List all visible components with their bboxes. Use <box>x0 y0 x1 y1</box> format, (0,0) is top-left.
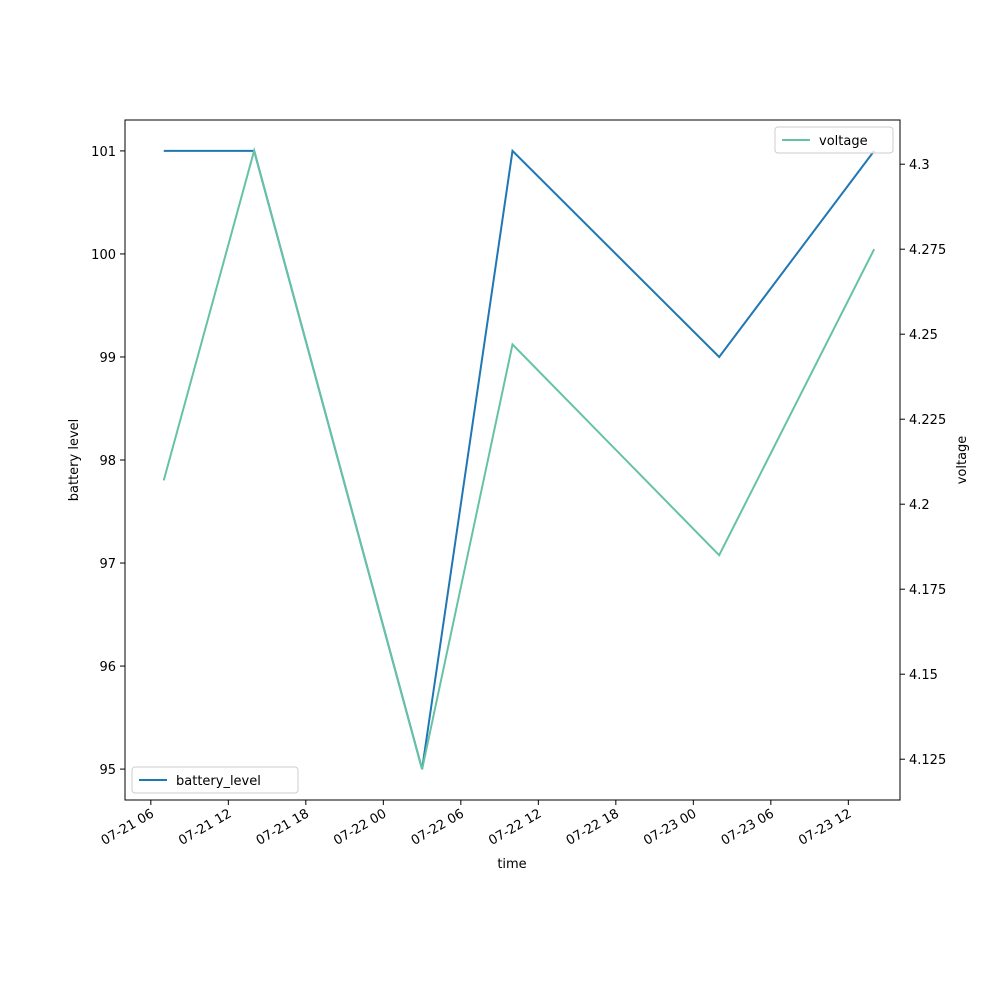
x-tick-label: 07-21 12 <box>176 806 234 848</box>
y-tick-label: 97 <box>99 557 116 572</box>
x-tick-label: 07-22 18 <box>564 806 622 848</box>
y2-tick-label: 4.3 <box>909 158 930 173</box>
y-tick-label: 98 <box>99 454 116 469</box>
y-tick-label: 95 <box>99 763 116 778</box>
y2-axis-label: voltage <box>955 436 970 485</box>
x-tick-label: 07-22 00 <box>331 806 389 848</box>
data-line <box>163 148 875 770</box>
legend-box <box>774 126 894 154</box>
legend: battery_level <box>131 766 299 794</box>
y-tick-label: 101 <box>91 145 116 160</box>
x-tick-label: 07-21 18 <box>254 806 312 848</box>
y-tick-label: 100 <box>91 248 116 263</box>
plot-frame <box>124 119 901 801</box>
x-tick-label: 07-21 06 <box>99 806 157 848</box>
x-tick-label: 07-22 12 <box>486 806 544 848</box>
legend: voltage <box>774 126 894 154</box>
legend-box <box>131 766 299 794</box>
x-axis-label: time <box>497 857 526 872</box>
y2-tick-label: 4.225 <box>909 413 946 428</box>
y-tick-label: 96 <box>99 660 116 675</box>
x-tick-label: 07-22 06 <box>409 806 467 848</box>
legend-label: battery_level <box>176 774 261 789</box>
y2-tick-label: 4.25 <box>909 328 938 343</box>
y2-tick-label: 4.15 <box>909 668 938 683</box>
y2-tick-label: 4.175 <box>909 583 946 598</box>
legend-label: voltage <box>819 134 868 149</box>
y-axis-label: battery level <box>67 419 82 502</box>
x-tick-label: 07-23 06 <box>719 806 777 848</box>
x-tick-label: 07-23 12 <box>796 806 854 848</box>
y2-tick-label: 4.125 <box>909 753 946 768</box>
x-tick-label: 07-23 00 <box>641 806 699 848</box>
y2-tick-label: 4.275 <box>909 243 946 258</box>
data-line <box>162 146 876 770</box>
y-tick-label: 99 <box>99 351 116 366</box>
y2-tick-label: 4.2 <box>909 498 930 513</box>
